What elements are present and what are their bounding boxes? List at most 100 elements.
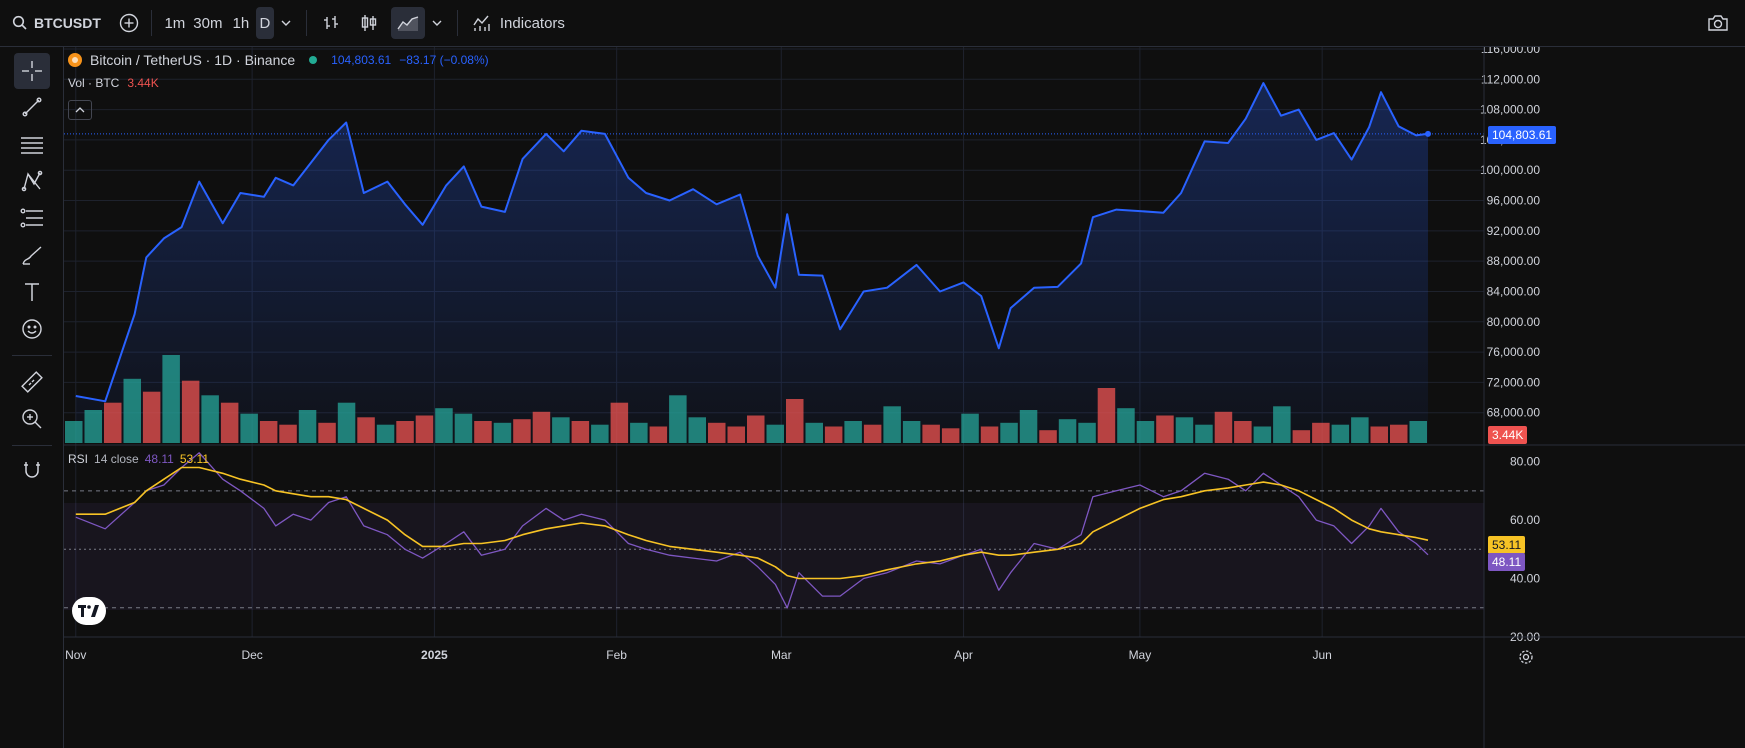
volume-bar	[727, 426, 745, 443]
rsi-ma-tag: 53.11	[1488, 536, 1526, 554]
volume-bar	[493, 422, 512, 443]
plus-circle-icon	[119, 13, 139, 33]
zoom-in-icon	[22, 409, 42, 429]
volume-bar	[279, 424, 297, 443]
snapshot-button[interactable]	[1703, 7, 1733, 39]
volume-bar	[1292, 430, 1311, 443]
trend-line-icon	[22, 97, 42, 117]
volume-bar	[201, 395, 219, 443]
bitcoin-logo-icon	[68, 53, 82, 67]
rsi-tick-label: 80.00	[1510, 455, 1540, 469]
ruler-tool[interactable]	[14, 364, 50, 400]
sidebar-divider	[12, 355, 52, 356]
volume-bar	[669, 395, 687, 443]
price-tick-label: 112,000.00	[1481, 72, 1540, 86]
crosshair-icon	[22, 61, 42, 81]
volume-bar	[1214, 411, 1233, 443]
volume-bar	[1019, 410, 1038, 443]
collapse-legend-button[interactable]	[68, 100, 92, 120]
volume-legend[interactable]: Vol · BTC 3.44K	[68, 76, 159, 90]
chart-style-dropdown[interactable]	[425, 7, 449, 39]
interval-dropdown[interactable]	[274, 7, 298, 39]
candles-style-button[interactable]	[353, 7, 385, 39]
trend-line-tool[interactable]	[14, 89, 50, 125]
crosshair-tool[interactable]	[14, 53, 50, 89]
volume-bar	[415, 415, 434, 443]
volume-bar	[1370, 426, 1388, 443]
area-style-button[interactable]	[390, 7, 425, 39]
interval-d[interactable]: D	[255, 7, 274, 39]
compare-button[interactable]	[115, 7, 143, 39]
price-tick-label: 76,000.00	[1487, 345, 1541, 359]
volume-bar	[610, 402, 629, 443]
last-price-marker	[1425, 130, 1431, 137]
volume-bar	[337, 402, 356, 443]
price-change: −83.17 (−0.08%)	[399, 53, 489, 67]
x-tick-label: Feb	[606, 648, 627, 662]
rsi-ma-line	[75, 466, 1429, 580]
price-tick-label: 88,000.00	[1487, 254, 1541, 268]
text-icon	[25, 283, 39, 301]
volume-bar	[1390, 424, 1408, 443]
drawing-toolbar	[0, 47, 64, 748]
indicators-icon	[473, 15, 490, 31]
last-price: 104,803.61	[331, 53, 392, 67]
volume-bar	[1039, 430, 1057, 443]
candles-icon	[361, 15, 377, 31]
volume-bar	[1136, 421, 1155, 443]
volume-bar	[435, 408, 453, 443]
volume-bar	[104, 402, 122, 443]
volume-bar	[298, 410, 317, 443]
symbol-legend[interactable]: Bitcoin / TetherUS · 1D · Binance 104,80…	[68, 52, 489, 68]
rsi-legend[interactable]: RSI 14 close 48.11 53.11	[68, 452, 209, 466]
chart-settings-button[interactable]	[1516, 647, 1536, 667]
volume-bar	[162, 355, 180, 443]
volume-bar	[1195, 424, 1213, 443]
volume-bar	[357, 417, 375, 443]
volume-bar	[1058, 419, 1077, 443]
pattern-tool[interactable]	[14, 163, 50, 199]
chart-area[interactable]: Nov Dec 2025 Feb Mar Apr May Jun 116,000.00 112,0…	[64, 47, 1745, 748]
emoji-tool[interactable]	[14, 311, 50, 347]
volume-bar	[181, 380, 200, 443]
x-tick-label: Mar	[771, 648, 792, 662]
interval-1m[interactable]: 1m	[164, 14, 186, 32]
price-tick-label: 92,000.00	[1487, 224, 1541, 238]
horizontal-lines-tool[interactable]	[14, 126, 50, 162]
price-tick-label: 68,000.00	[1487, 406, 1541, 420]
price-area-fill	[75, 83, 1428, 443]
fib-tool[interactable]	[14, 200, 50, 236]
volume-bar	[1097, 388, 1116, 443]
symbol-search[interactable]: BTCUSDT	[12, 7, 101, 39]
volume-bar	[259, 421, 278, 443]
brush-tool[interactable]	[14, 237, 50, 273]
indicators-button[interactable]: Indicators	[466, 7, 571, 39]
volume-bar	[786, 399, 804, 443]
volume-bar	[1331, 424, 1350, 443]
rsi-params: 14 close	[94, 452, 139, 466]
rsi-line	[75, 452, 1429, 609]
magnet-icon	[24, 462, 40, 478]
volume-bar	[1234, 421, 1252, 443]
interval-30m[interactable]: 30m	[193, 14, 223, 32]
brush-icon	[22, 246, 42, 265]
volume-bar	[591, 424, 609, 443]
volume-value-tag: 3.44K	[1488, 426, 1528, 444]
volume-bar	[376, 424, 395, 443]
zoom-tool[interactable]	[14, 401, 50, 437]
tradingview-logo[interactable]	[72, 597, 106, 625]
gear-icon	[1519, 650, 1533, 664]
chart-canvas[interactable]: Nov Dec 2025 Feb Mar Apr May Jun 116,000.00 112,0…	[64, 47, 1745, 748]
volume-bar	[1312, 422, 1330, 443]
volume-bar	[980, 426, 999, 443]
volume-bar	[513, 419, 531, 443]
smiley-icon	[22, 319, 42, 339]
interval-1h[interactable]: 1h	[232, 14, 250, 32]
bars-style-button[interactable]	[315, 7, 347, 39]
magnet-tool[interactable]	[14, 452, 50, 488]
volume-bar	[1253, 426, 1272, 443]
volume-bar	[1175, 417, 1194, 443]
volume-bar	[1000, 422, 1018, 443]
price-tick-label: 80,000.00	[1487, 315, 1541, 329]
text-tool[interactable]	[14, 274, 50, 310]
